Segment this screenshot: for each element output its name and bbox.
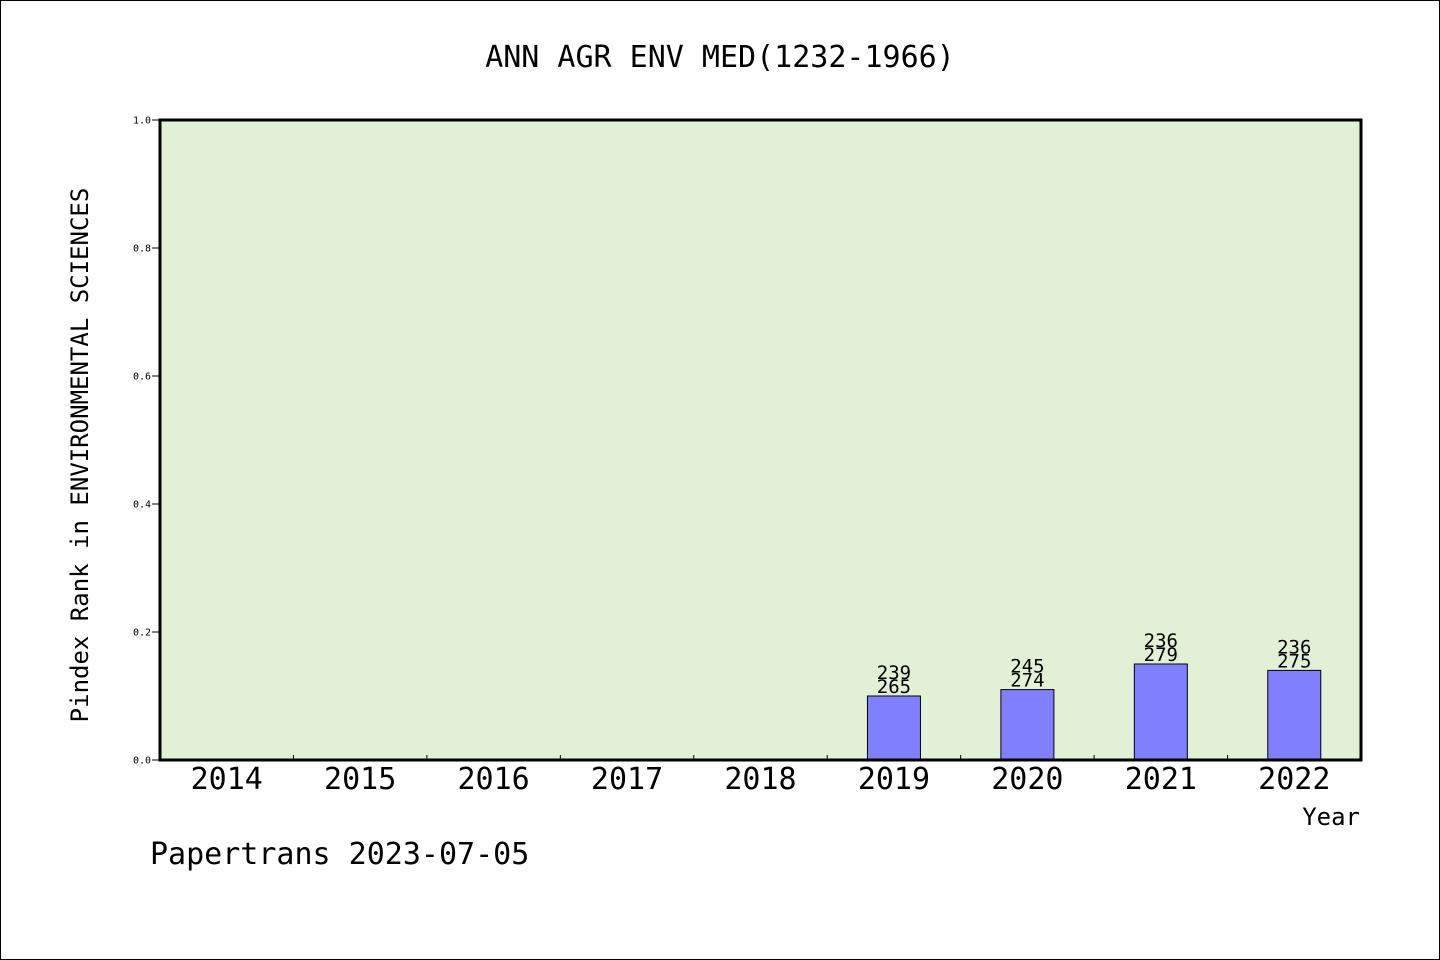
- x-tick-label: 2021: [1125, 762, 1197, 797]
- bar-2022: [1267, 669, 1322, 761]
- footer-text: Papertrans 2023-07-05: [150, 837, 529, 872]
- x-axis-label: Year: [1302, 803, 1360, 831]
- data-label-bottom: 274: [1010, 670, 1044, 692]
- bar-2020: [1000, 689, 1055, 761]
- bar-2021: [1133, 663, 1188, 761]
- y-tick-label: 0.0: [133, 756, 151, 767]
- y-tick-label: 0.2: [133, 628, 151, 639]
- data-label-top: 245: [1010, 656, 1044, 678]
- x-tick-label: 2022: [1258, 762, 1330, 797]
- x-tick-label: 2016: [457, 762, 529, 797]
- y-axis: 0.0 0.2 0.4 0.6 0.8 1.0: [133, 116, 160, 767]
- y-axis-label: Pindex Rank in ENVIRONMENTAL SCIENCES: [66, 188, 94, 723]
- plot-border: [158, 118, 1363, 762]
- x-tick-label: 2020: [991, 762, 1063, 797]
- y-tick-label: 0.6: [133, 372, 151, 383]
- y-tick-label: 1.0: [133, 116, 151, 127]
- x-tick-label: 2015: [324, 762, 396, 797]
- data-label-top: 239: [877, 662, 911, 684]
- x-tick-label: 2019: [858, 762, 930, 797]
- x-tick-label: 2017: [591, 762, 663, 797]
- bar-2019: [866, 695, 921, 761]
- y-tick-label: 0.4: [133, 500, 151, 511]
- x-axis: 2014 2015 2016 2017 2018 2019 2020 2021 2022: [191, 755, 1330, 797]
- bars-group: [866, 663, 1322, 761]
- data-label-top: 236: [1277, 636, 1311, 658]
- chart-title: ANN AGR ENV MED(1232-1966): [485, 40, 955, 75]
- x-tick-label: 2014: [191, 762, 263, 797]
- data-label-bottom: 275: [1277, 650, 1311, 672]
- x-tick-label: 2018: [724, 762, 796, 797]
- data-label-bottom: 265: [877, 676, 911, 698]
- data-label-top: 236: [1144, 630, 1178, 652]
- data-label-bottom: 279: [1144, 644, 1178, 666]
- y-tick-label: 0.8: [133, 244, 151, 255]
- plot-area: [160, 120, 1361, 760]
